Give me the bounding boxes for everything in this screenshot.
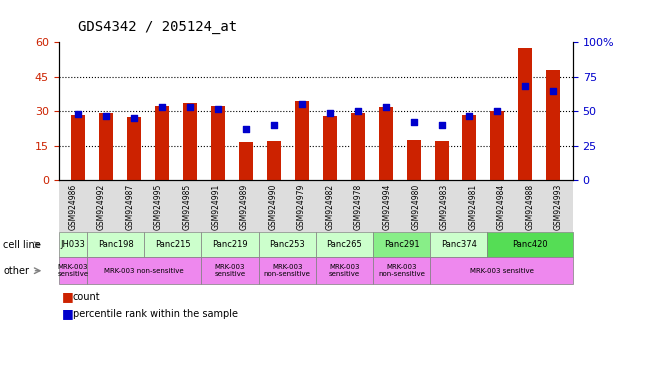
Text: GSM924985: GSM924985 (183, 184, 191, 230)
Point (269, 122, 279, 128)
Point (185, 104, 195, 110)
Text: MRK-003
non-sensitive: MRK-003 non-sensitive (264, 264, 311, 277)
Bar (267, 141, 281, 180)
Text: GSM924983: GSM924983 (440, 184, 449, 230)
Text: GSM924987: GSM924987 (126, 184, 135, 230)
Text: GSM924992: GSM924992 (97, 184, 106, 230)
Text: GSM924995: GSM924995 (154, 184, 163, 230)
Bar (239, 142, 253, 180)
Bar (434, 141, 449, 180)
Point (352, 108, 363, 114)
Text: GSM924980: GSM924980 (411, 184, 421, 230)
Point (241, 126, 251, 132)
Point (408, 119, 419, 126)
Text: MRK-003
non-sensitive: MRK-003 non-sensitive (378, 264, 425, 277)
Text: GSM924988: GSM924988 (525, 184, 534, 230)
Text: cell line: cell line (3, 240, 41, 250)
Bar (518, 48, 533, 180)
Bar (323, 116, 337, 180)
Text: ■: ■ (62, 307, 74, 320)
Text: Panc374: Panc374 (441, 240, 477, 249)
Bar (407, 140, 421, 180)
Text: GSM924979: GSM924979 (297, 184, 306, 230)
Text: MRK-003
sensitive: MRK-003 sensitive (214, 264, 245, 277)
Text: percentile rank within the sample: percentile rank within the sample (73, 309, 238, 319)
Text: GSM924989: GSM924989 (240, 184, 249, 230)
Bar (127, 117, 141, 180)
Text: MRK-003 sensitive: MRK-003 sensitive (469, 268, 533, 274)
Text: Panc420: Panc420 (512, 240, 548, 249)
Text: Panc265: Panc265 (326, 240, 362, 249)
Text: GSM924990: GSM924990 (268, 184, 277, 230)
Text: MRK-003 non-sensitive: MRK-003 non-sensitive (105, 268, 184, 274)
Text: GSM924984: GSM924984 (497, 184, 506, 230)
Point (464, 113, 475, 119)
Text: other: other (3, 266, 29, 276)
Bar (99, 113, 113, 180)
Bar (211, 106, 225, 180)
Point (380, 104, 391, 110)
Text: GDS4342 / 205124_at: GDS4342 / 205124_at (78, 20, 237, 34)
Bar (546, 70, 561, 180)
Text: count: count (73, 292, 100, 302)
Text: GSM924982: GSM924982 (326, 184, 335, 230)
Bar (490, 111, 505, 180)
Point (324, 110, 335, 116)
Point (492, 108, 503, 114)
Text: GSM924978: GSM924978 (354, 184, 363, 230)
Bar (351, 113, 365, 180)
Point (213, 106, 223, 112)
Bar (379, 107, 393, 180)
Text: Panc253: Panc253 (270, 240, 305, 249)
Point (436, 122, 447, 128)
Text: Panc215: Panc215 (155, 240, 191, 249)
Bar (462, 115, 477, 180)
Text: MRK-003
sensitive: MRK-003 sensitive (57, 264, 89, 277)
Text: Panc219: Panc219 (212, 240, 248, 249)
Point (548, 88, 559, 94)
Text: MRK-003
sensitive: MRK-003 sensitive (329, 264, 360, 277)
Text: JH033: JH033 (61, 240, 85, 249)
Point (73, 111, 83, 117)
Point (297, 101, 307, 108)
Point (101, 113, 111, 119)
Text: Panc291: Panc291 (383, 240, 419, 249)
Point (157, 104, 167, 110)
Bar (155, 106, 169, 180)
Text: GSM924981: GSM924981 (468, 184, 477, 230)
Bar (183, 103, 197, 180)
Bar (295, 101, 309, 180)
Text: ■: ■ (62, 290, 74, 303)
Text: GSM924994: GSM924994 (383, 184, 392, 230)
Text: GSM924991: GSM924991 (211, 184, 220, 230)
Point (520, 83, 531, 89)
Point (129, 115, 139, 121)
Bar (71, 115, 85, 180)
Text: Panc198: Panc198 (98, 240, 133, 249)
Text: GSM924993: GSM924993 (554, 184, 563, 230)
Text: GSM924986: GSM924986 (68, 184, 77, 230)
